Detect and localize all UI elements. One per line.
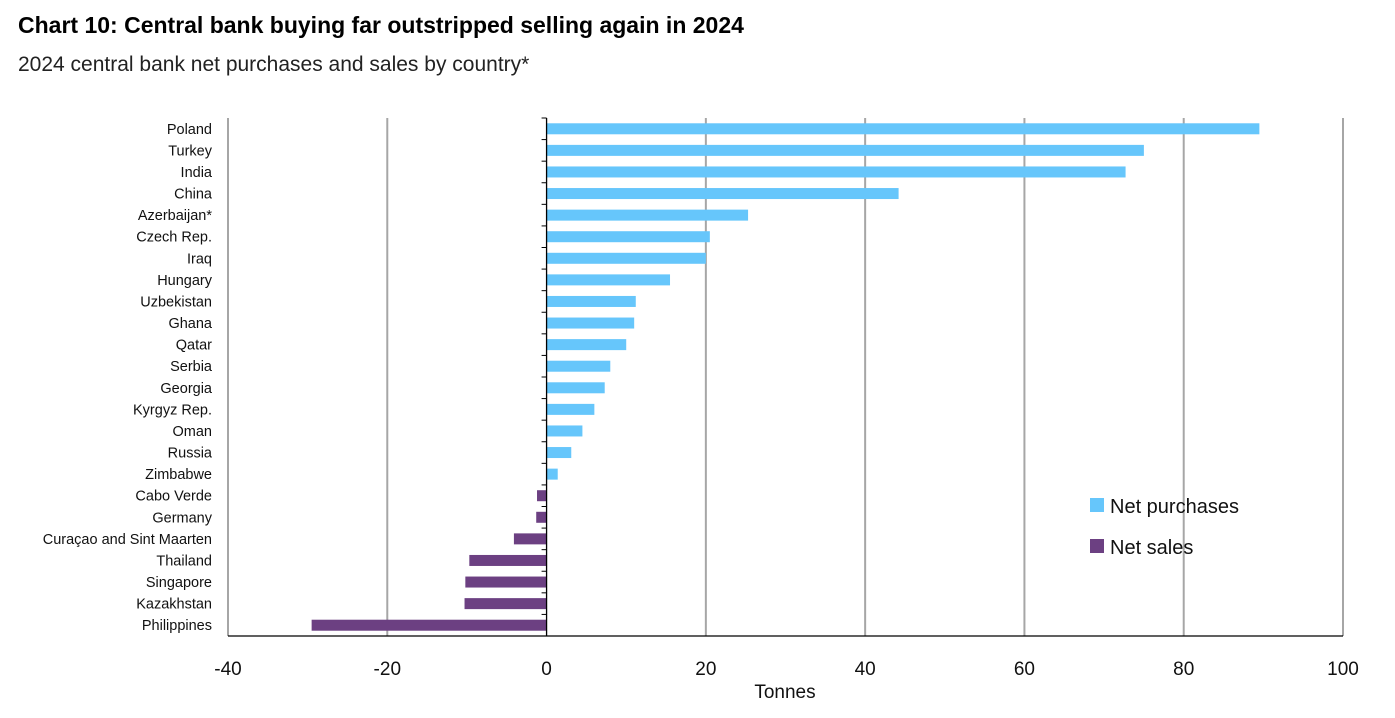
bar	[546, 403, 595, 415]
category-label: Georgia	[160, 381, 213, 397]
bar	[536, 511, 547, 523]
bar	[546, 209, 749, 221]
category-label: Philippines	[142, 618, 212, 634]
bar	[469, 554, 547, 566]
x-tick-label: 40	[855, 659, 876, 680]
bar	[513, 533, 547, 545]
x-axis-title: Tonnes	[754, 682, 815, 703]
bar	[546, 231, 710, 243]
x-tick-label: 20	[695, 659, 716, 680]
bar	[546, 339, 627, 351]
x-tick-label: 80	[1173, 659, 1194, 680]
category-label: Azerbaijan*	[138, 208, 213, 224]
bar	[546, 144, 1144, 156]
bar	[546, 188, 899, 200]
category-label: Serbia	[170, 359, 213, 375]
category-label: Kyrgyz Rep.	[133, 402, 212, 418]
category-label: Kazakhstan	[136, 597, 212, 613]
category-label: Czech Rep.	[136, 230, 212, 246]
category-label: Uzbekistan	[140, 294, 212, 310]
category-label: Turkey	[168, 143, 213, 159]
category-label: Singapore	[146, 575, 212, 591]
x-tick-label: 0	[541, 659, 552, 680]
bar	[465, 576, 547, 588]
category-label: China	[174, 187, 213, 203]
legend-swatch-net-sales	[1090, 539, 1104, 553]
category-label: Curaçao and Sint Maarten	[43, 532, 212, 548]
bar	[537, 490, 547, 502]
bar	[546, 382, 605, 394]
bar	[546, 166, 1126, 178]
axes	[228, 117, 1343, 637]
bar	[546, 425, 583, 437]
bar	[464, 598, 547, 610]
category-labels: Poland Turkey India China Azerbaijan* Czech R…	[43, 122, 213, 634]
category-label: Oman	[173, 424, 213, 440]
x-tick-label: 100	[1327, 659, 1359, 680]
x-tick-label: -40	[214, 659, 241, 680]
gridlines	[227, 118, 1344, 636]
bars	[311, 123, 1260, 631]
x-tick-label: -20	[374, 659, 401, 680]
bar	[546, 447, 572, 459]
legend: Net purchases Net sales	[1090, 496, 1239, 559]
x-tick-label: 60	[1014, 659, 1035, 680]
category-label: Iraq	[187, 251, 212, 267]
legend-label-net-sales: Net sales	[1110, 537, 1193, 559]
bar	[546, 274, 671, 286]
category-label: Cabo Verde	[135, 489, 212, 505]
bar	[546, 295, 636, 307]
legend-label-net-purchases: Net purchases	[1110, 496, 1239, 518]
chart-title: Chart 10: Central bank buying far outstr…	[18, 12, 744, 38]
bar	[546, 468, 558, 480]
category-label: Poland	[167, 122, 212, 138]
x-tick-labels: -40 -20 0 20 40 60 80 100	[214, 659, 1359, 680]
category-label: Russia	[168, 446, 213, 462]
bar	[546, 123, 1260, 135]
category-label: Ghana	[168, 316, 212, 332]
category-label: Germany	[152, 510, 212, 526]
category-label: Qatar	[176, 338, 212, 354]
bar	[546, 360, 611, 372]
bar	[546, 317, 635, 329]
category-label: India	[181, 165, 213, 181]
legend-swatch-net-purchases	[1090, 498, 1104, 512]
category-label: Hungary	[157, 273, 213, 289]
bar	[311, 619, 547, 631]
chart-subtitle: 2024 central bank net purchases and sale…	[18, 53, 530, 76]
category-label: Zimbabwe	[145, 467, 212, 483]
bar	[546, 252, 706, 264]
category-label: Thailand	[156, 553, 212, 569]
